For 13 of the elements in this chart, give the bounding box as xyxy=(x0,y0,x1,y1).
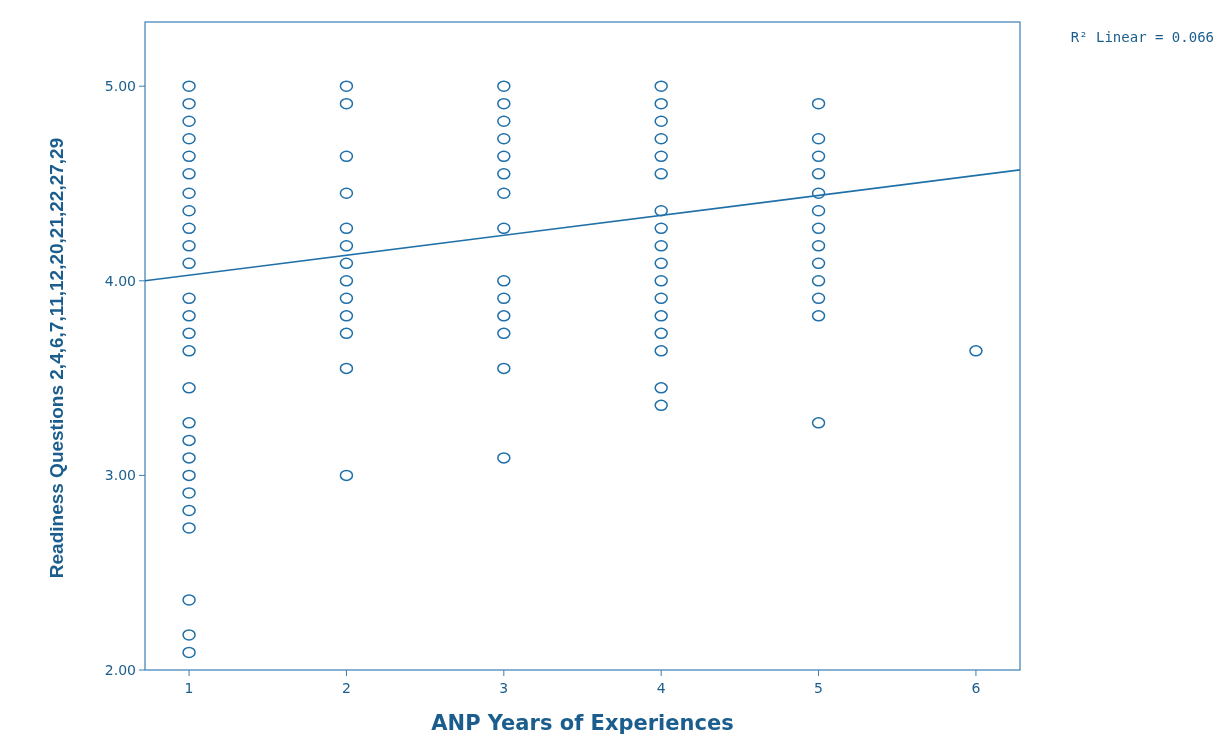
x-axis-title: ANP Years of Experiences xyxy=(431,711,734,735)
y-tick-label: 4.00 xyxy=(104,272,136,289)
x-tick-label: 3 xyxy=(499,680,509,696)
y-axis-title: Readiness Questions 2,4,6,7,11,12,20,21,22,27,29 xyxy=(46,137,67,579)
x-tick-label: 5 xyxy=(814,680,824,696)
x-tick-label: 4 xyxy=(656,680,666,696)
text: R² Linear = 0.066 xyxy=(1070,29,1214,45)
y-tick-label: 3.00 xyxy=(104,467,136,484)
x-tick-label: 6 xyxy=(971,680,981,696)
x-tick-label: 1 xyxy=(184,680,194,696)
x-tick-label: 2 xyxy=(341,680,351,696)
y-tick-label: 5.00 xyxy=(104,78,136,95)
y-tick-label: 2.00 xyxy=(104,662,136,678)
